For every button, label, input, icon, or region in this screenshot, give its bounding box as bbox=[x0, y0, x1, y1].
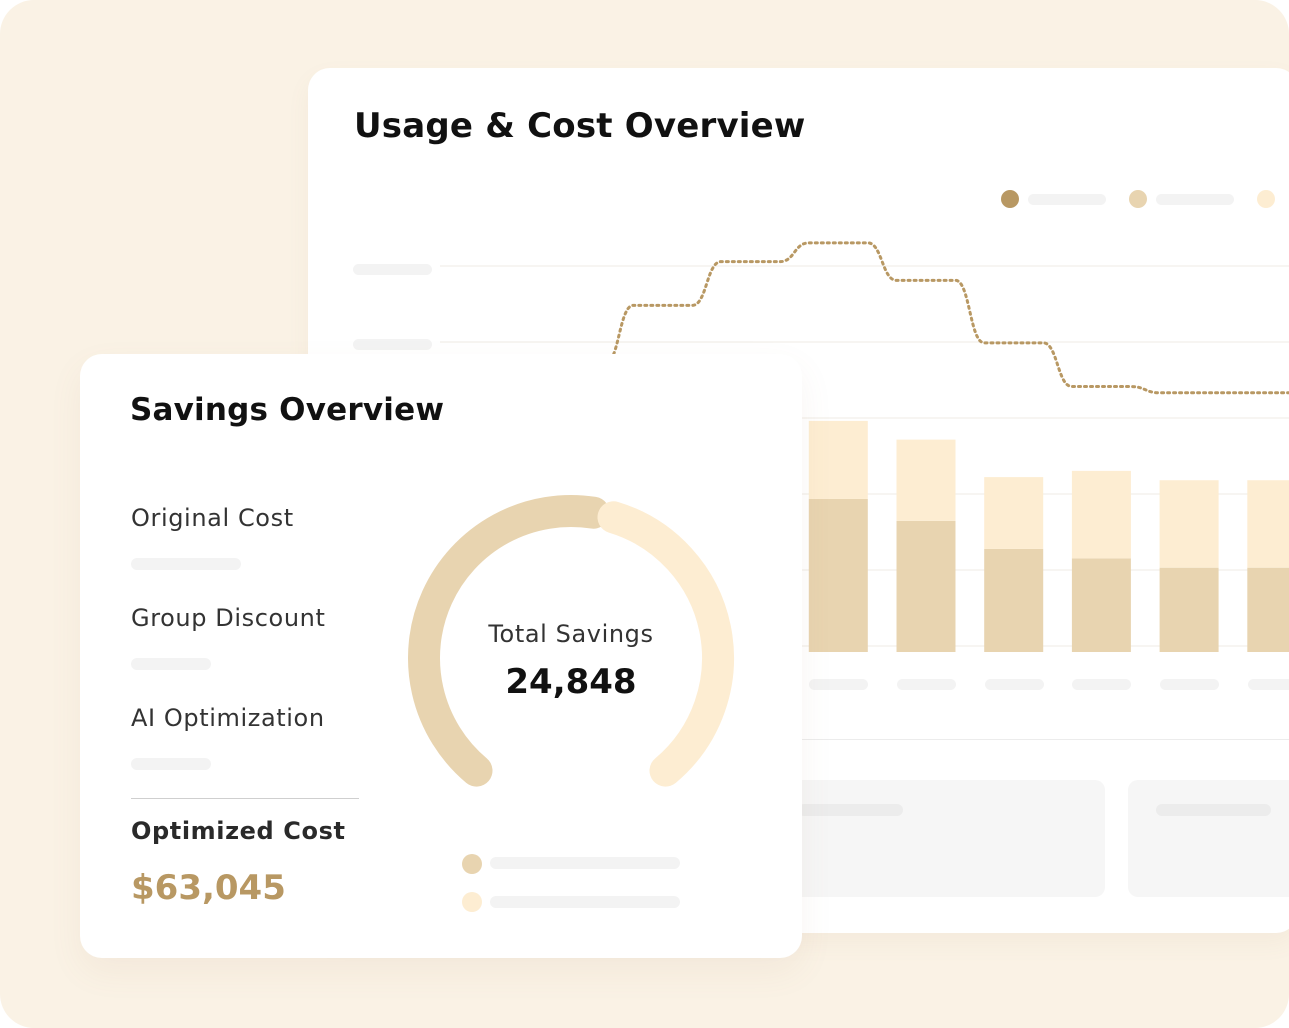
original-cost-label: Original Cost bbox=[131, 504, 294, 532]
legend-label-placeholder-2 bbox=[1156, 194, 1234, 205]
donut-legend-label-placeholder-2 bbox=[490, 896, 680, 908]
x-axis-label-placeholder bbox=[897, 679, 956, 690]
bar-segment-series-3 bbox=[984, 477, 1044, 549]
x-axis-label-placeholder bbox=[809, 679, 868, 690]
bar-segment-series-3 bbox=[1159, 480, 1219, 568]
usage-card-title: Usage & Cost Overview bbox=[354, 106, 806, 146]
legend-dot-series-2 bbox=[1129, 190, 1147, 208]
optimized-cost-value: $63,045 bbox=[131, 868, 286, 908]
bar-segment-series-2 bbox=[896, 520, 956, 652]
bar-segment-series-3 bbox=[808, 420, 868, 499]
summary-tile-label-placeholder bbox=[1156, 804, 1271, 816]
ai-optimization-value-placeholder bbox=[131, 758, 211, 770]
donut-legend-label-placeholder-1 bbox=[490, 857, 680, 869]
total-savings-label: Total Savings bbox=[488, 620, 654, 648]
optimized-cost-label: Optimized Cost bbox=[131, 817, 346, 845]
total-savings-value: 24,848 bbox=[505, 662, 637, 702]
bar-segment-series-2 bbox=[1247, 567, 1289, 652]
group-discount-value-placeholder bbox=[131, 658, 211, 670]
donut-segment-2 bbox=[597, 501, 734, 787]
original-cost-value-placeholder bbox=[131, 558, 241, 570]
total-savings-donut bbox=[408, 495, 734, 787]
group-discount-label: Group Discount bbox=[131, 604, 326, 632]
savings-card-title: Savings Overview bbox=[130, 392, 445, 428]
summary-tile-label-placeholder bbox=[798, 804, 903, 816]
donut-legend-dot-1 bbox=[462, 854, 482, 874]
legend-dot-series-3 bbox=[1257, 190, 1275, 208]
bar-segment-series-2 bbox=[984, 548, 1044, 652]
x-axis-label-placeholder bbox=[1072, 679, 1131, 690]
bar-segment-series-2 bbox=[808, 498, 868, 652]
donut-legend-dot-2 bbox=[462, 892, 482, 912]
bar-segment-series-3 bbox=[896, 439, 956, 521]
x-axis-label-placeholder bbox=[1160, 679, 1219, 690]
summary-tile bbox=[1128, 780, 1289, 897]
bar-segment-series-3 bbox=[1247, 480, 1289, 568]
optimized-cost-divider bbox=[131, 798, 359, 799]
legend-dot-series-1 bbox=[1001, 190, 1019, 208]
ai-optimization-label: AI Optimization bbox=[131, 704, 325, 732]
y-axis-label-placeholder bbox=[353, 264, 432, 275]
summary-tile bbox=[778, 780, 1105, 897]
x-axis-label-placeholder bbox=[1248, 679, 1289, 690]
legend-label-placeholder-1 bbox=[1028, 194, 1106, 205]
bar-segment-series-3 bbox=[1071, 470, 1131, 559]
bar-segment-series-2 bbox=[1159, 567, 1219, 652]
x-axis-label-placeholder bbox=[985, 679, 1044, 690]
section-divider bbox=[768, 739, 1289, 740]
donut-segment-1 bbox=[408, 495, 610, 787]
bar-segment-series-2 bbox=[1071, 558, 1131, 652]
savings-overview-card: Savings Overview Original Cost Group Dis… bbox=[80, 354, 802, 958]
y-axis-label-placeholder bbox=[353, 339, 432, 350]
